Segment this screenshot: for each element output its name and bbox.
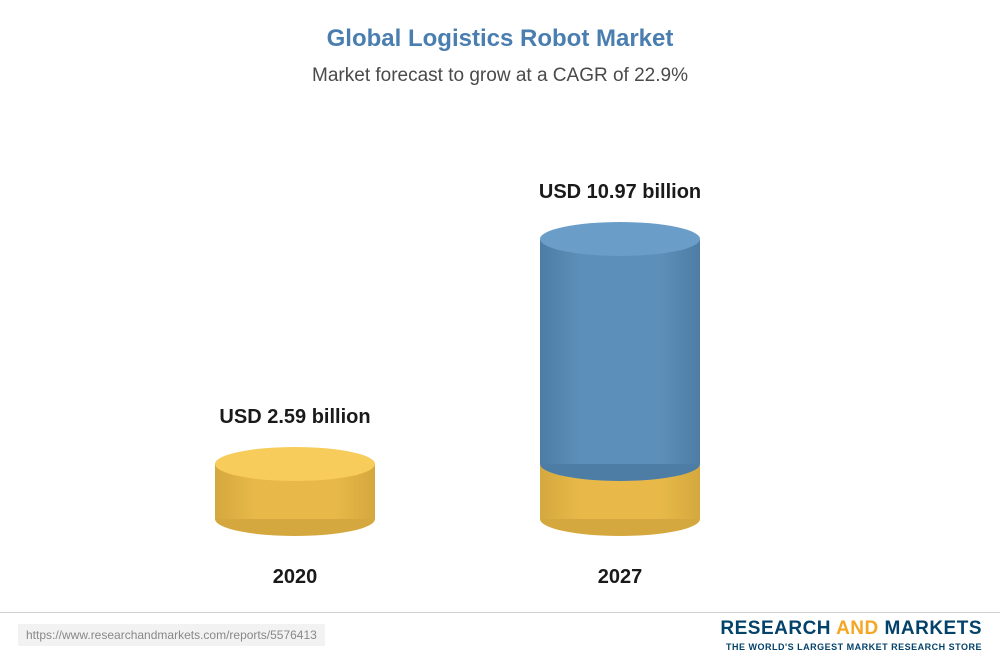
chart-subtitle: Market forecast to grow at a CAGR of 22.… [0,65,1000,87]
value-label: USD 10.97 billion [539,181,701,204]
logo-word-research: RESEARCH [720,618,831,639]
cylinder-shape [215,447,375,536]
logo-text: RESEARCH AND MARKETS [720,618,982,640]
value-label: USD 2.59 billion [219,406,370,429]
logo-word-and: AND [831,618,885,639]
logo-word-markets: MARKETS [885,618,982,639]
brand-logo: RESEARCH AND MARKETS THE WORLD'S LARGEST… [720,618,982,652]
cylinder-2020: USD 2.59 billion 2020 [215,406,375,589]
footer: https://www.researchandmarkets.com/repor… [0,613,1000,667]
year-label: 2027 [598,566,643,589]
cylinder-shape [540,222,700,536]
cylinder-2027: USD 10.97 billion 2027 [540,181,700,589]
year-label: 2020 [273,566,318,589]
source-url: https://www.researchandmarkets.com/repor… [18,624,325,646]
chart-title: Global Logistics Robot Market [0,25,1000,53]
infographic-container: Global Logistics Robot Market Market for… [0,0,1000,667]
chart-area: USD 2.59 billion2020USD 10.97 billion202… [0,107,1000,567]
logo-tagline: THE WORLD'S LARGEST MARKET RESEARCH STOR… [720,642,982,652]
